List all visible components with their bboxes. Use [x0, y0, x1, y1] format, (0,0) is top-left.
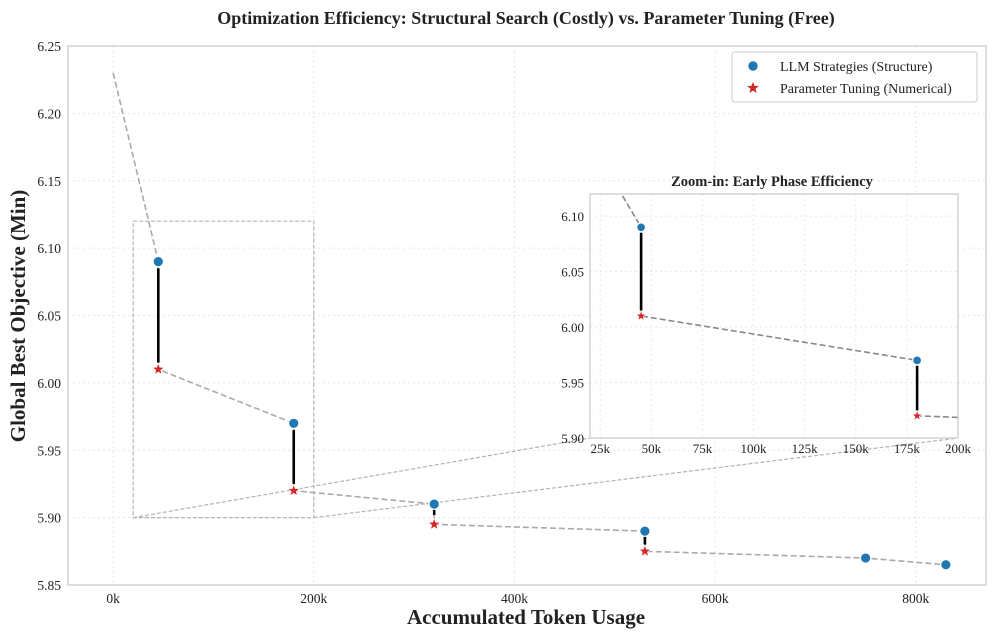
llm-strategy-point [636, 222, 647, 233]
inset-x-tick-label: 75k [693, 441, 713, 456]
inset-x-tick-label: 175k [894, 441, 921, 456]
legend-parameter-marker [747, 81, 759, 94]
y-tick-label: 6.20 [37, 106, 61, 121]
x-tick-label: 600k [702, 591, 729, 606]
parameter-tuning-point [635, 309, 647, 321]
x-tick-label: 800k [902, 591, 929, 606]
llm-strategy-point [912, 355, 923, 366]
y-axis-label: Global Best Objective (Min) [6, 190, 30, 443]
zoom-connector-line [313, 437, 959, 519]
inset-x-tick-label: 25k [590, 441, 610, 456]
inset-y-tick-label: 6.00 [561, 320, 584, 335]
y-tick-label: 6.25 [37, 39, 61, 54]
parameter-tuning-point [911, 409, 923, 421]
llm-strategy-point [152, 255, 165, 268]
x-tick-label: 0k [106, 591, 120, 606]
llm-strategy-point [639, 525, 651, 537]
plot-frame [67, 45, 987, 586]
y-tick-label: 6.15 [37, 174, 61, 189]
chart-title: Optimization Efficiency: Structural Sear… [217, 8, 834, 29]
y-tick-label: 6.10 [37, 241, 61, 256]
inset-y-tick-label: 6.10 [561, 209, 584, 224]
legend: LLM Strategies (Structure) Parameter Tuni… [731, 51, 978, 103]
y-tick-label: 5.85 [37, 578, 61, 593]
x-tick-label: 400k [501, 591, 528, 606]
parameter-tuning-point [638, 544, 652, 558]
inset-x-tick-label: 125k [792, 441, 819, 456]
inset-y-tick-label: 5.95 [561, 376, 584, 391]
legend-llm-label: LLM Strategies (Structure) [780, 60, 933, 75]
zoom-connector-line [133, 437, 591, 519]
inset-x-tick-label: 50k [642, 441, 662, 456]
inset-grid [590, 194, 959, 439]
llm-strategy-point [428, 498, 440, 510]
llm-strategy-point [287, 417, 300, 430]
inset-y-tick-label: 6.05 [561, 265, 584, 280]
x-axis-label: Accumulated Token Usage [407, 605, 645, 629]
legend-llm-marker [747, 60, 759, 72]
y-tick-label: 6.00 [37, 376, 61, 391]
llm-strategy-point [859, 552, 872, 564]
parameter-tuning-point [287, 483, 301, 497]
y-tick-label: 5.95 [37, 443, 61, 458]
inset-frame [589, 193, 959, 439]
y-tick-label: 5.90 [37, 511, 61, 526]
inset-x-tick-label: 200k [945, 441, 972, 456]
llm-strategy-point [940, 558, 952, 571]
inset-x-tick-label: 100k [741, 441, 768, 456]
legend-parameter-label: Parameter Tuning (Numerical) [780, 82, 952, 97]
inset-title: Zoom-in: Early Phase Efficiency [671, 174, 874, 190]
parameter-tuning-point [151, 362, 166, 376]
y-tick-label: 6.05 [37, 309, 61, 324]
inset-x-tick-label: 150k [843, 441, 870, 456]
inset-axes: 25k 50k 75k 100k 125k 150k 175k 200k 5.90 5.95 6.0… [561, 174, 972, 456]
parameter-tuning-point [427, 517, 441, 531]
legend-box [731, 51, 978, 103]
zoom-region-box [132, 220, 315, 519]
inset-y-tick-label: 5.90 [561, 431, 584, 446]
inset-data [620, 194, 958, 421]
x-tick-label: 200k [300, 591, 327, 606]
